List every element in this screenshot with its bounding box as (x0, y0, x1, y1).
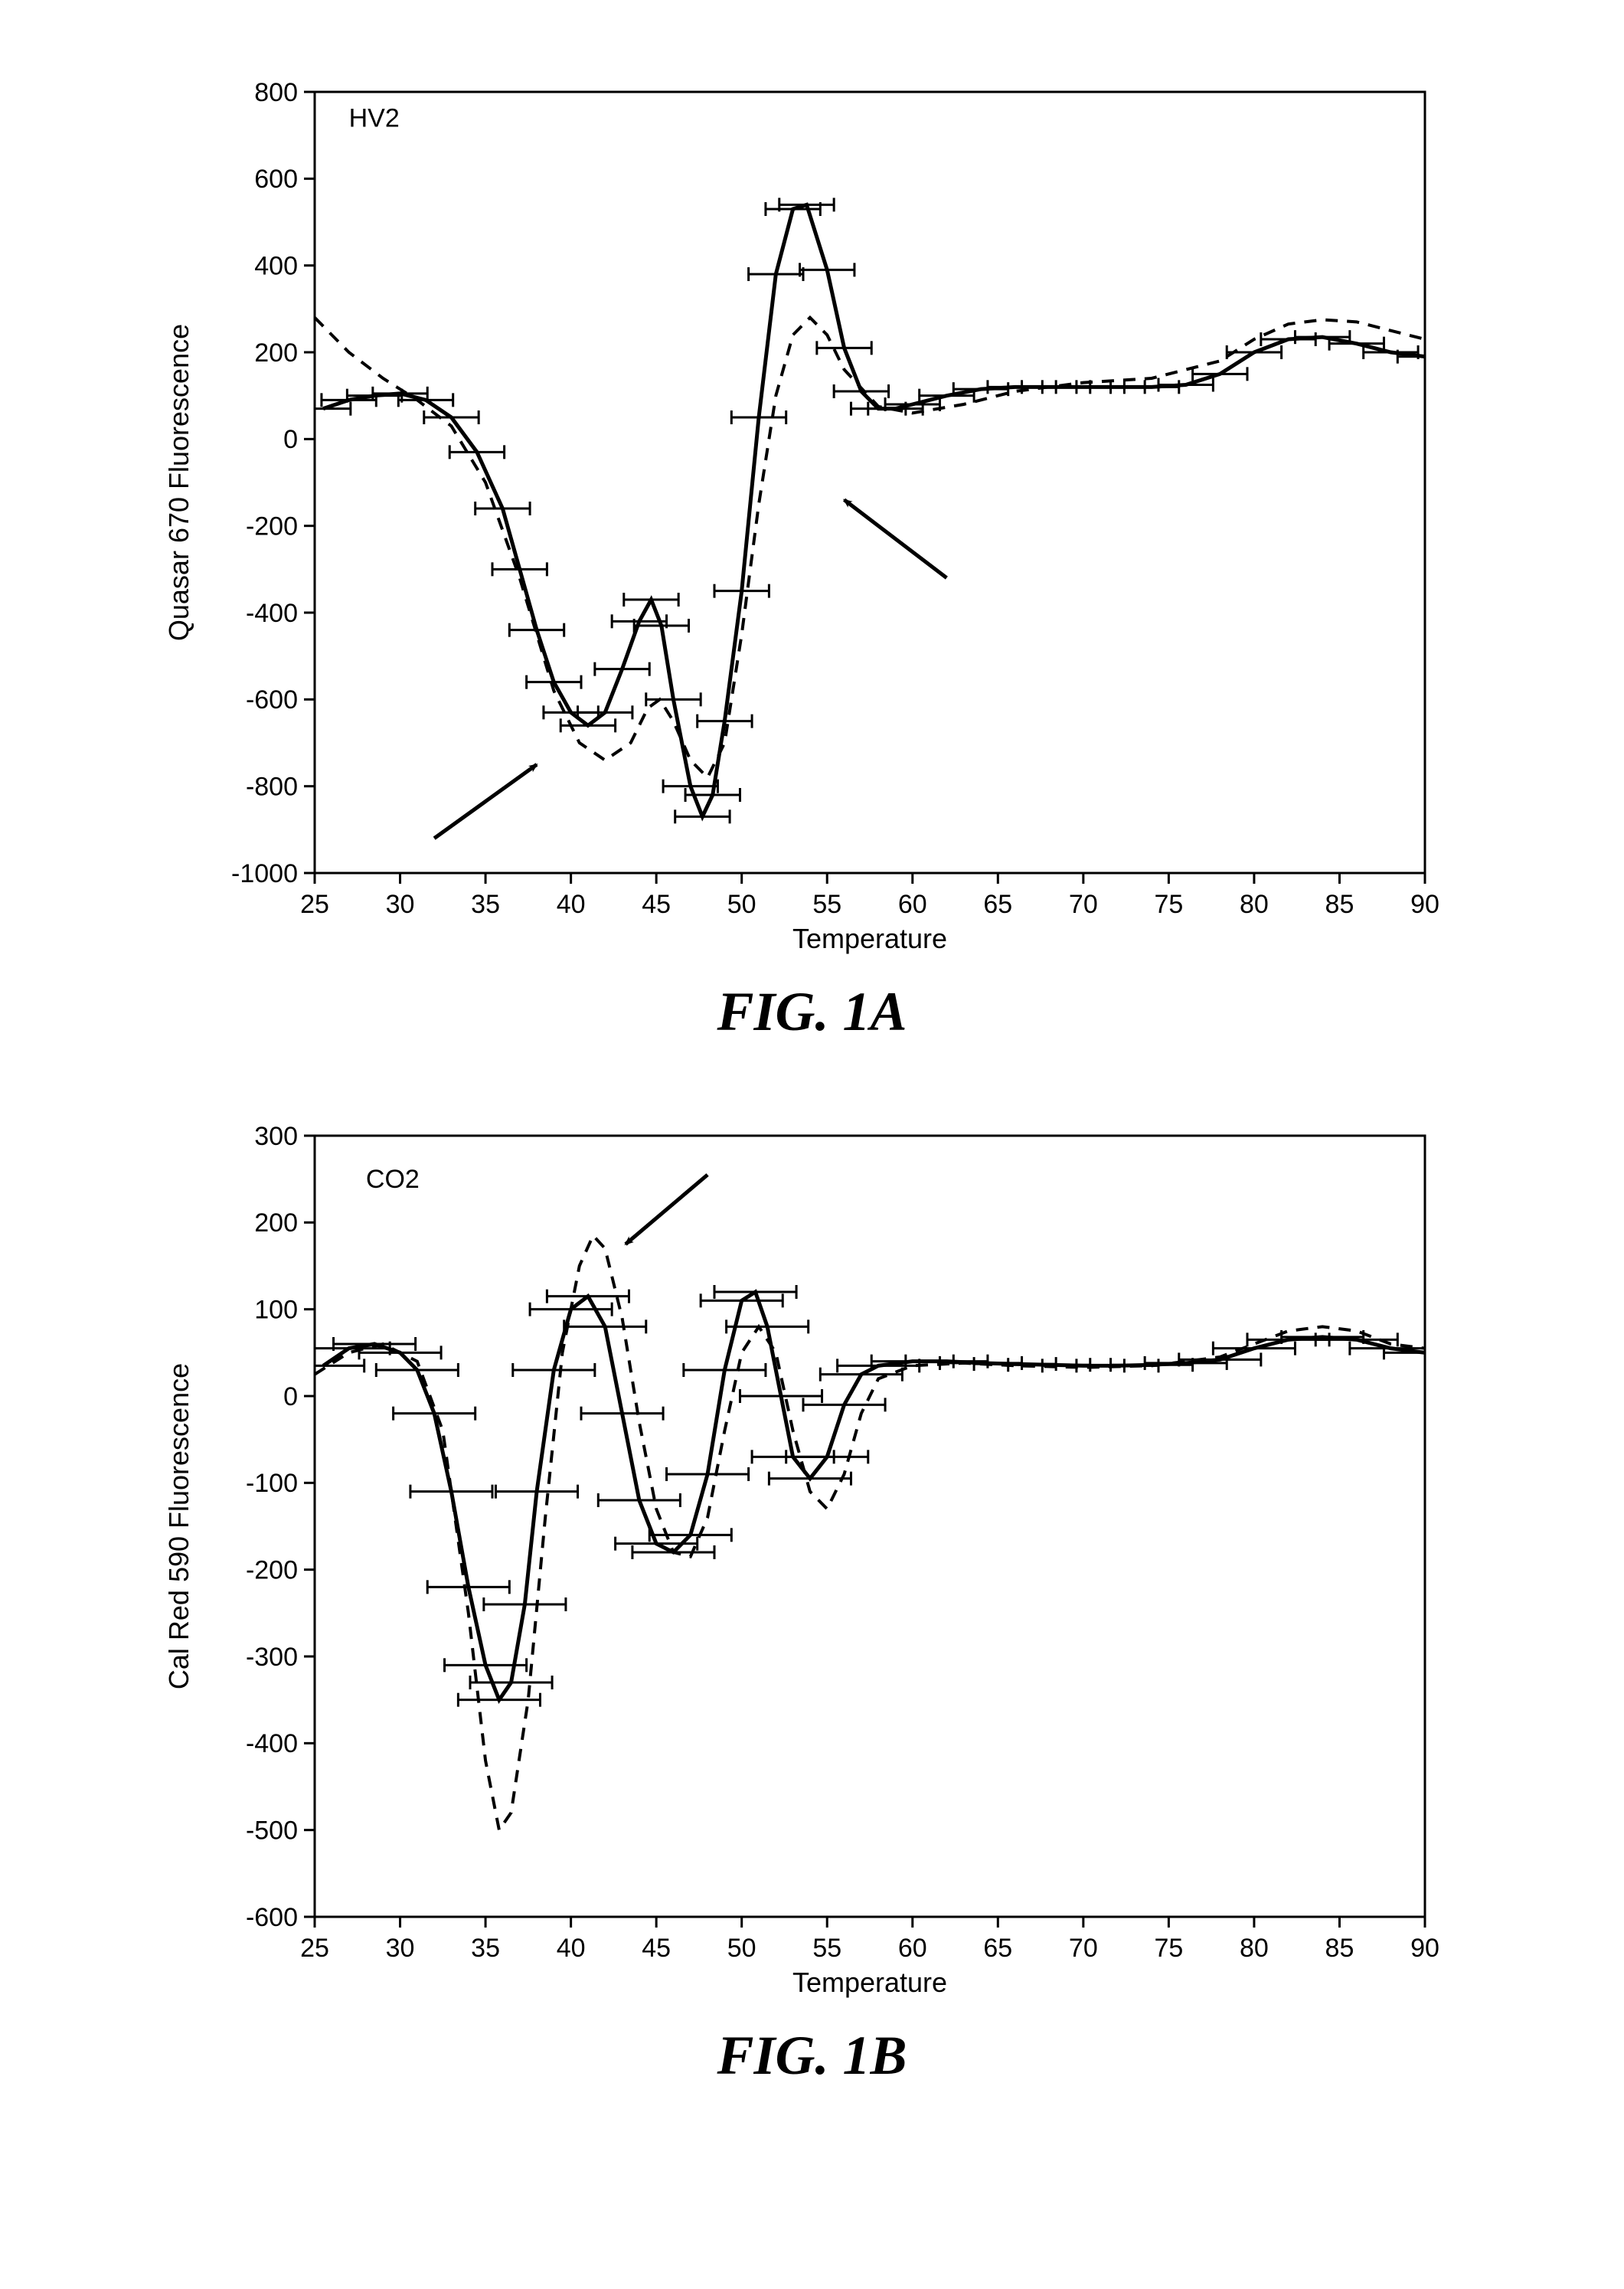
svg-text:-200: -200 (245, 512, 297, 541)
svg-text:600: 600 (254, 165, 298, 194)
svg-text:90: 90 (1410, 1934, 1439, 1963)
svg-text:85: 85 (1325, 890, 1354, 919)
svg-text:100: 100 (254, 1296, 298, 1325)
svg-text:25: 25 (300, 890, 329, 919)
svg-text:CO2: CO2 (365, 1165, 419, 1194)
svg-text:80: 80 (1240, 1934, 1269, 1963)
svg-text:35: 35 (471, 890, 500, 919)
svg-text:300: 300 (254, 1122, 298, 1151)
svg-text:25: 25 (300, 1934, 329, 1963)
svg-text:85: 85 (1325, 1934, 1354, 1963)
svg-text:60: 60 (897, 1934, 926, 1963)
svg-text:-1000: -1000 (231, 859, 298, 888)
svg-text:30: 30 (385, 1934, 414, 1963)
svg-text:80: 80 (1240, 890, 1269, 919)
svg-text:200: 200 (254, 1208, 298, 1238)
svg-text:65: 65 (983, 1934, 1012, 1963)
svg-text:Temperature: Temperature (792, 1967, 946, 1998)
svg-text:-800: -800 (245, 773, 297, 802)
svg-text:55: 55 (812, 1934, 841, 1963)
svg-text:65: 65 (983, 890, 1012, 919)
svg-text:200: 200 (254, 338, 298, 368)
caption-1a: FIG. 1A (85, 980, 1540, 1044)
svg-text:40: 40 (556, 1934, 585, 1963)
svg-text:-400: -400 (245, 599, 297, 628)
figure-1b: 25 30 35 40 45 50 55 60 65 70 75 80 85 90 -600 -500 -400… (85, 1105, 1540, 2088)
svg-text:60: 60 (897, 890, 926, 919)
svg-text:800: 800 (254, 78, 298, 107)
svg-text:75: 75 (1154, 1934, 1183, 1963)
svg-text:-500: -500 (245, 1816, 297, 1846)
svg-text:-600: -600 (245, 1903, 297, 1932)
svg-text:75: 75 (1154, 890, 1183, 919)
svg-text:45: 45 (642, 1934, 671, 1963)
svg-text:0: 0 (283, 425, 298, 454)
svg-text:0: 0 (283, 1382, 298, 1411)
svg-text:70: 70 (1068, 890, 1097, 919)
svg-text:35: 35 (471, 1934, 500, 1963)
svg-text:-100: -100 (245, 1469, 297, 1498)
chart-1a: 25 30 35 40 45 50 55 60 65 70 75 80 85 90 -1000 -800 -60… (85, 61, 1540, 965)
svg-text:55: 55 (812, 890, 841, 919)
svg-text:90: 90 (1410, 890, 1439, 919)
svg-text:-200: -200 (245, 1556, 297, 1585)
chart-1b: 25 30 35 40 45 50 55 60 65 70 75 80 85 90 -600 -500 -400… (85, 1105, 1540, 2009)
svg-text:HV2: HV2 (348, 103, 399, 132)
svg-text:Temperature: Temperature (792, 923, 946, 954)
svg-text:Cal Red 590 Fluorescence: Cal Red 590 Fluorescence (163, 1363, 194, 1689)
svg-text:-600: -600 (245, 685, 297, 714)
figure-1a: 25 30 35 40 45 50 55 60 65 70 75 80 85 90 -1000 -800 -60… (85, 61, 1540, 1044)
svg-text:40: 40 (556, 890, 585, 919)
svg-text:400: 400 (254, 252, 298, 281)
svg-text:70: 70 (1068, 1934, 1097, 1963)
svg-text:30: 30 (385, 890, 414, 919)
svg-text:Quasar 670 Fluorescence: Quasar 670 Fluorescence (163, 324, 194, 641)
svg-text:45: 45 (642, 890, 671, 919)
svg-text:50: 50 (727, 1934, 756, 1963)
svg-text:-300: -300 (245, 1643, 297, 1672)
caption-1b: FIG. 1B (85, 2024, 1540, 2088)
svg-text:-400: -400 (245, 1729, 297, 1758)
svg-text:50: 50 (727, 890, 756, 919)
